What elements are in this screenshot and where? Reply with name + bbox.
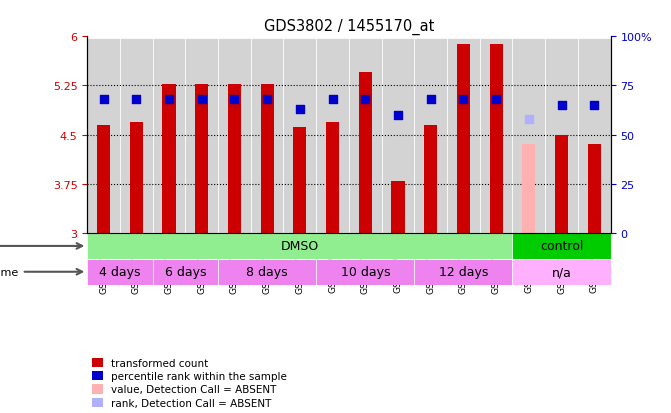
Bar xyxy=(490,45,503,233)
Bar xyxy=(293,128,307,233)
Bar xyxy=(87,233,513,259)
FancyBboxPatch shape xyxy=(545,39,578,235)
Text: 8 days: 8 days xyxy=(246,266,288,279)
Text: 12 days: 12 days xyxy=(439,266,488,279)
Point xyxy=(458,97,469,103)
Legend: transformed count, percentile rank within the sample, value, Detection Call = AB: transformed count, percentile rank withi… xyxy=(93,358,287,408)
Bar xyxy=(414,259,513,285)
Bar xyxy=(260,85,274,233)
FancyBboxPatch shape xyxy=(382,39,414,235)
Bar xyxy=(97,126,110,233)
Point xyxy=(360,97,370,103)
Bar xyxy=(87,259,153,285)
FancyBboxPatch shape xyxy=(316,39,349,235)
Bar xyxy=(588,145,601,233)
Bar xyxy=(555,135,568,233)
FancyBboxPatch shape xyxy=(578,39,611,235)
Point xyxy=(589,102,600,109)
Text: DMSO: DMSO xyxy=(280,240,319,253)
Bar xyxy=(218,259,316,285)
FancyBboxPatch shape xyxy=(349,39,382,235)
FancyBboxPatch shape xyxy=(87,39,120,235)
FancyBboxPatch shape xyxy=(251,39,283,235)
FancyBboxPatch shape xyxy=(153,39,185,235)
Bar xyxy=(359,73,372,233)
FancyBboxPatch shape xyxy=(447,39,480,235)
Text: 4 days: 4 days xyxy=(99,266,141,279)
Text: n/a: n/a xyxy=(552,266,572,279)
Point xyxy=(131,97,142,103)
Bar xyxy=(228,85,241,233)
FancyBboxPatch shape xyxy=(185,39,218,235)
Bar xyxy=(391,181,405,233)
Point xyxy=(491,97,501,103)
Point xyxy=(262,97,272,103)
Point xyxy=(556,102,567,109)
Bar xyxy=(513,259,611,285)
Text: time: time xyxy=(0,267,19,277)
FancyBboxPatch shape xyxy=(414,39,447,235)
Title: GDS3802 / 1455170_at: GDS3802 / 1455170_at xyxy=(264,18,434,34)
Bar xyxy=(316,259,414,285)
Bar xyxy=(130,122,143,233)
FancyBboxPatch shape xyxy=(218,39,251,235)
Bar xyxy=(424,126,437,233)
Point xyxy=(164,97,174,103)
Point xyxy=(98,97,109,103)
Bar xyxy=(457,45,470,233)
Bar xyxy=(513,233,611,259)
Bar xyxy=(153,259,218,285)
Point xyxy=(327,97,338,103)
Bar xyxy=(326,122,339,233)
Point xyxy=(393,112,403,119)
Bar xyxy=(195,85,208,233)
FancyBboxPatch shape xyxy=(513,39,545,235)
Bar xyxy=(522,145,535,233)
Point xyxy=(425,97,436,103)
Point xyxy=(523,116,534,123)
Point xyxy=(229,97,240,103)
Point xyxy=(295,107,305,113)
Text: 6 days: 6 days xyxy=(164,266,206,279)
FancyBboxPatch shape xyxy=(120,39,153,235)
Point xyxy=(197,97,207,103)
Text: 10 days: 10 days xyxy=(340,266,390,279)
Text: control: control xyxy=(540,240,583,253)
Bar xyxy=(162,85,176,233)
FancyBboxPatch shape xyxy=(283,39,316,235)
FancyBboxPatch shape xyxy=(480,39,513,235)
